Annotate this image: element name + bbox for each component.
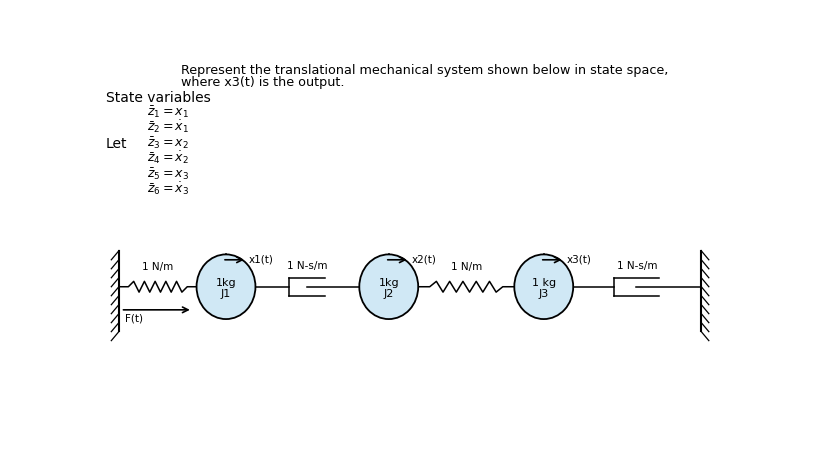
Text: x1(t): x1(t) <box>249 254 273 263</box>
Text: J2: J2 <box>384 288 394 298</box>
Text: Represent the translational mechanical system shown below in state space,: Represent the translational mechanical s… <box>181 64 668 77</box>
Text: $\bar{z}_6 = \dot{x}_3$: $\bar{z}_6 = \dot{x}_3$ <box>147 179 189 196</box>
Ellipse shape <box>197 255 255 319</box>
Text: x3(t): x3(t) <box>566 254 591 263</box>
Text: $\bar{z}_5 = x_3$: $\bar{z}_5 = x_3$ <box>147 166 189 181</box>
Text: 1 N/m: 1 N/m <box>450 262 482 272</box>
Text: 1 N/m: 1 N/m <box>142 262 174 272</box>
Text: J1: J1 <box>221 288 231 298</box>
Text: F(t): F(t) <box>125 313 144 323</box>
Text: 1 N-s/m: 1 N-s/m <box>287 260 328 270</box>
Text: Let: Let <box>106 136 127 151</box>
Text: 1kg: 1kg <box>215 278 237 287</box>
Text: $\bar{z}_2 = \dot{x}_1$: $\bar{z}_2 = \dot{x}_1$ <box>147 118 189 134</box>
Text: x2(t): x2(t) <box>411 254 436 263</box>
Text: J3: J3 <box>539 288 549 298</box>
Text: $\bar{z}_3 = x_2$: $\bar{z}_3 = x_2$ <box>147 135 189 151</box>
Text: $\bar{z}_4 = \dot{x}_2$: $\bar{z}_4 = \dot{x}_2$ <box>147 149 189 165</box>
Ellipse shape <box>359 255 418 319</box>
Ellipse shape <box>514 255 573 319</box>
Text: $\bar{z}_1 = x_1$: $\bar{z}_1 = x_1$ <box>147 104 189 120</box>
Text: 1kg: 1kg <box>379 278 399 287</box>
Text: where x3(t) is the output.: where x3(t) is the output. <box>181 76 344 89</box>
Text: State variables: State variables <box>106 90 211 104</box>
Text: 1 N-s/m: 1 N-s/m <box>617 260 658 270</box>
Text: 1 kg: 1 kg <box>532 278 556 287</box>
